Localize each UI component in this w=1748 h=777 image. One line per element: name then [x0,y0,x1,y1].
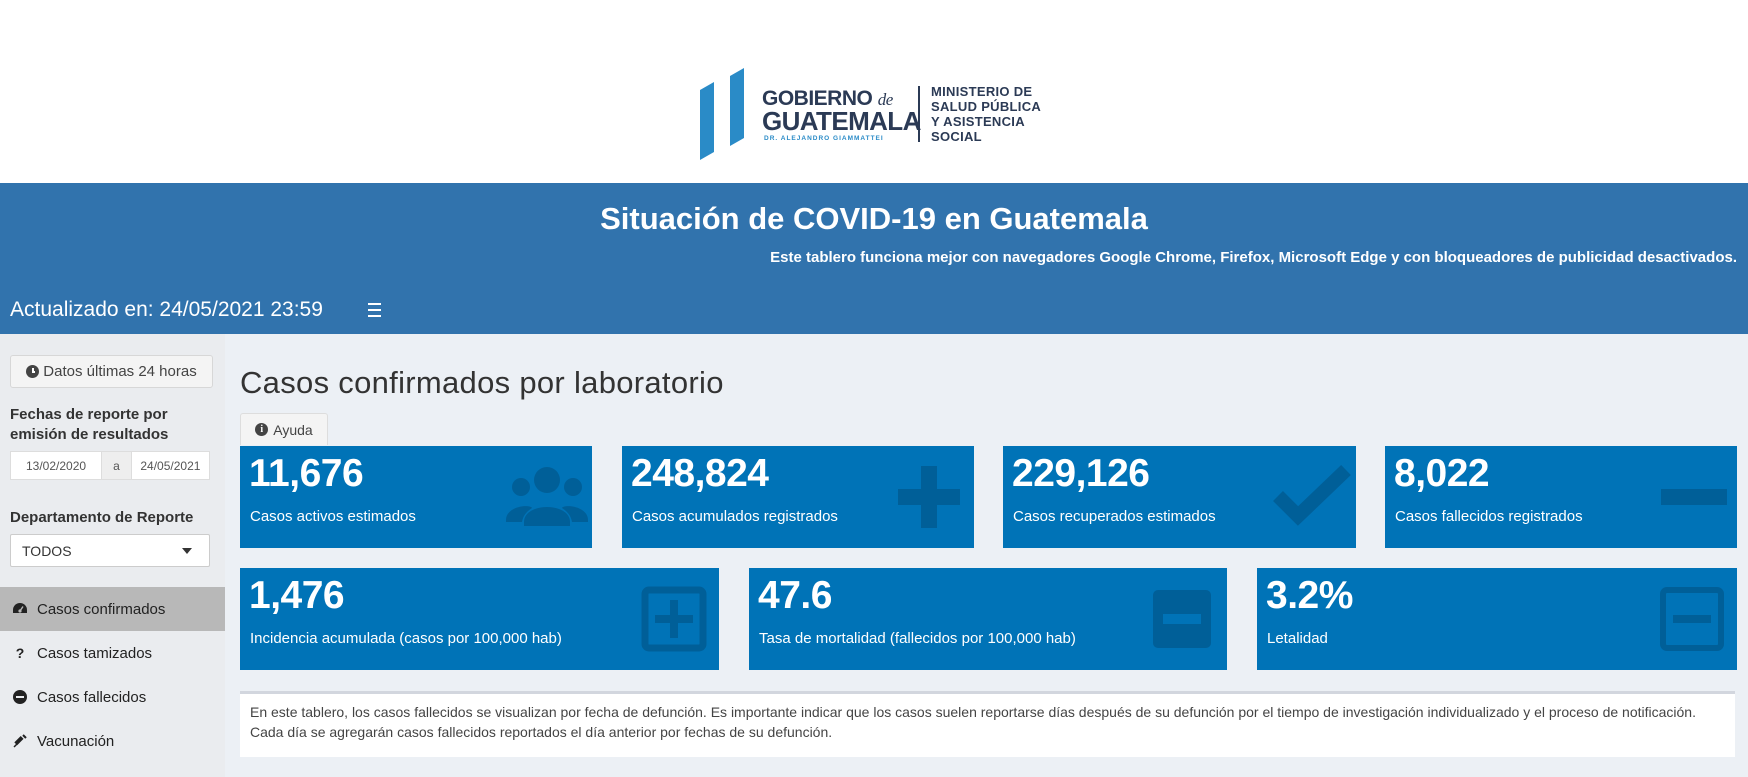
plus-icon [898,466,960,528]
box-value: 8,022 [1394,452,1490,495]
box-label: Incidencia acumulada (casos por 100,000 … [250,630,562,647]
government-logo: GOBIERNO de GUATEMALA DR. ALEJANDRO GIAM… [700,68,1050,160]
date-from-input[interactable]: 13/02/2020 [11,452,103,479]
box-label: Casos fallecidos registrados [1395,508,1583,525]
minus-icon [1661,489,1727,505]
deaths-notice: En este tablero, los casos fallecidos se… [240,691,1735,757]
value-box-letalidad: 3.2% Letalidad [1257,568,1737,670]
box-value: 3.2% [1266,574,1353,617]
box-value: 248,824 [631,452,769,495]
logo-gobierno: GOBIERNO de [762,87,893,110]
date-range-label: Fechas de reporte por emisión de resulta… [10,406,169,443]
value-box-casos-acumulados: 248,824 Casos acumulados registrados [622,446,974,548]
box-label: Casos acumulados registrados [632,508,838,525]
department-select[interactable]: TODOS [10,534,210,567]
browser-note: Este tablero funciona mejor con navegado… [770,249,1737,266]
dashboard-icon [12,601,28,617]
syringe-icon [12,733,28,749]
box-label: Letalidad [1267,630,1328,647]
box-label: Casos activos estimados [250,508,416,525]
sidebar: Datos últimas 24 horas Fechas de reporte… [0,334,225,777]
minus-circle-icon [12,689,28,705]
main-content: Casos confirmados por laboratorio i Ayud… [225,334,1748,777]
box-value: 47.6 [758,574,832,617]
last-24h-button[interactable]: Datos últimas 24 horas [10,355,213,388]
updated-timestamp: Actualizado en: 24/05/2021 23:59 [10,298,323,321]
chevron-down-icon [182,548,192,554]
sidebar-item-casos-confirmados[interactable]: Casos confirmados [0,587,225,631]
help-tab[interactable]: i Ayuda [240,413,328,445]
sidebar-item-vacunacion[interactable]: Vacunación [0,719,225,763]
date-separator: a [102,452,132,479]
page-title: Situación de COVID-19 en Guatemala [600,201,1148,236]
date-to-input[interactable]: 24/05/2021 [140,458,201,473]
box-value: 11,676 [249,452,364,495]
logo-guatemala: GUATEMALA [762,106,921,136]
clock-icon [26,365,40,378]
plus-square-icon [641,586,707,652]
sidebar-nav: Casos confirmados ? Casos tamizados Caso… [0,587,225,763]
hamburger-menu-icon[interactable] [368,299,384,319]
value-box-casos-activos: 11,676 Casos activos estimados [240,446,592,548]
logo-header: GOBIERNO de GUATEMALA DR. ALEJANDRO GIAM… [0,0,1748,183]
box-value: 229,126 [1012,452,1150,495]
sidebar-item-casos-tamizados[interactable]: ? Casos tamizados [0,631,225,675]
logo-separator [918,86,920,142]
box-label: Tasa de mortalidad (fallecidos por 100,0… [759,630,1076,647]
value-box-incidencia: 1,476 Incidencia acumulada (casos por 10… [240,568,719,670]
section-heading: Casos confirmados por laboratorio [240,365,724,400]
check-icon [1273,464,1351,526]
minus-square-icon [1153,590,1211,648]
minus-square-outline-icon [1660,587,1724,651]
guatemala-stripes-icon [700,68,744,160]
question-icon: ? [15,645,25,661]
value-box-casos-fallecidos: 8,022 Casos fallecidos registrados [1385,446,1737,548]
value-box-casos-recuperados: 229,126 Casos recuperados estimados [1003,446,1356,548]
sidebar-item-casos-fallecidos[interactable]: Casos fallecidos [0,675,225,719]
title-band: Situación de COVID-19 en Guatemala Este … [0,183,1748,334]
box-label: Casos recuperados estimados [1013,508,1216,525]
info-icon: i [255,423,269,436]
users-icon [506,467,588,526]
logo-ministry: MINISTERIO DE SALUD PÚBLICA Y ASISTENCIA… [931,84,1042,144]
date-range-picker: 13/02/2020 a 24/05/2021 [10,451,210,480]
logo-president: DR. ALEJANDRO GIAMMATTEI [764,135,884,142]
department-label: Departamento de Reporte [10,509,194,526]
box-value: 1,476 [249,574,345,617]
value-box-tasa-mortalidad: 47.6 Tasa de mortalidad (fallecidos por … [749,568,1227,670]
